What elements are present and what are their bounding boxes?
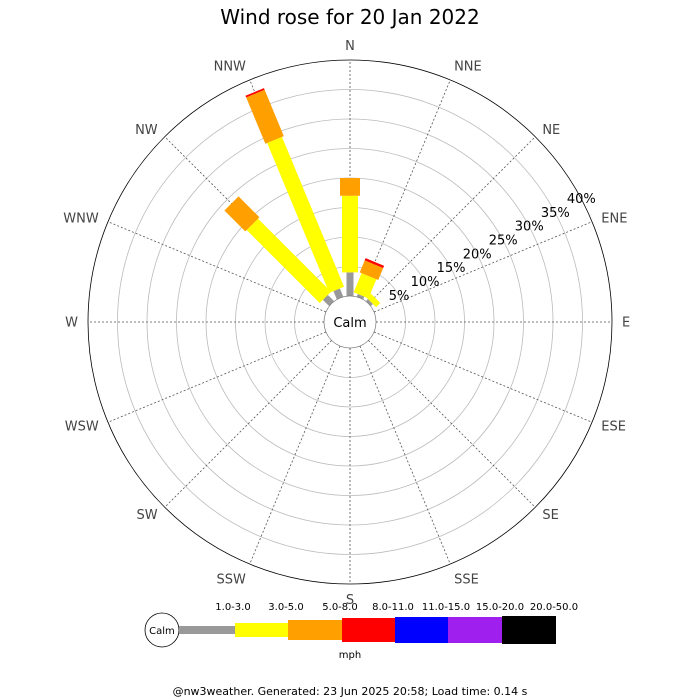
calm-circle (323, 295, 377, 349)
bar-nne-bin3 (364, 258, 385, 269)
ring-label-5: 5% (389, 289, 410, 304)
dir-label-nw: NW (135, 123, 158, 138)
legend-label-5: 15.0-20.0 (476, 602, 524, 613)
calm-label: Calm (333, 316, 366, 331)
dir-label-s: S (346, 593, 354, 608)
spoke-ssw (249, 345, 341, 565)
dir-label-sw: SW (137, 508, 158, 523)
bar-nw-bin1 (246, 218, 332, 304)
bar-nw-bin0 (322, 294, 335, 307)
ring-label-40: 40% (567, 192, 596, 207)
bar-nnw-bin1 (267, 136, 345, 293)
direction-labels: N NNE NE ENE E ESE SE SSE S SSW SW WSW W WNW NW NNW (63, 39, 630, 608)
legend-label-1: 3.0-5.0 (268, 602, 303, 613)
spoke-nne (359, 79, 451, 299)
bar-nw-bin2 (224, 196, 260, 232)
dir-label-sse: SSE (454, 572, 479, 587)
footer-text: @nw3weather. Generated: 23 Jun 2025 20:5… (173, 685, 528, 698)
legend-label-2: 5.0-8.0 (322, 602, 357, 613)
chart-title: Wind rose for 20 Jan 2022 (220, 5, 479, 29)
legend-label-0: 1.0-3.0 (215, 602, 250, 613)
dir-label-wnw: WNW (63, 211, 99, 226)
spoke-wnw (107, 221, 327, 313)
legend-swatch-3 (342, 618, 395, 642)
spoke-ene (373, 221, 593, 313)
spoke-sse (359, 345, 451, 565)
dir-label-ssw: SSW (217, 572, 247, 587)
ring-label-20: 20% (463, 247, 492, 262)
dir-label-se: SE (542, 508, 558, 523)
speed-legend: Calm 1.0-3.0 3.0-5.0 5.0-8.0 8.0-11.0 11.0-15… (144, 602, 578, 648)
bar-ne-bin1 (364, 291, 381, 308)
dir-label-w: W (65, 316, 78, 331)
ring-label-15: 15% (437, 261, 466, 276)
bar-nne-bin0 (356, 293, 365, 300)
grid-ring (176, 148, 524, 496)
legend-swatch-2 (288, 620, 342, 640)
ring-label-25: 25% (489, 234, 518, 249)
bar-nnw-bin3 (245, 88, 265, 98)
legend-calm-label: Calm (149, 626, 175, 637)
dir-label-ene: ENE (601, 211, 627, 226)
bar-nne-bin1 (353, 273, 377, 299)
spoke-se (368, 340, 536, 508)
dir-label-ne: NE (542, 123, 560, 138)
dir-label-ese: ESE (601, 420, 626, 435)
spoke-sw (164, 340, 332, 508)
legend-label-3: 8.0-11.0 (372, 602, 414, 613)
bar-ne-bin0 (365, 299, 373, 307)
legend-swatch-1 (235, 623, 288, 637)
spoke-ese (373, 331, 593, 423)
bar-nne-bin2 (359, 260, 384, 281)
unit-label: mph (339, 650, 361, 661)
bar-nnw-bin2 (246, 89, 284, 144)
dir-label-nne: NNE (454, 60, 482, 75)
dir-label-e: E (622, 316, 630, 331)
dir-label-n: N (345, 39, 355, 54)
legend-label-4: 11.0-15.0 (422, 602, 470, 613)
grid-ring (117, 89, 583, 555)
ring-label-10: 10% (411, 275, 440, 290)
wind-bars (224, 88, 385, 308)
legend-swatch-6 (502, 616, 556, 644)
dir-label-nnw: NNW (214, 60, 246, 75)
legend-label-6: 20.0-50.0 (530, 602, 578, 613)
grid-ring (87, 59, 613, 585)
ring-labels: 5%10%15%20%25%30%35%40% (389, 192, 596, 304)
dir-label-wsw: WSW (65, 420, 99, 435)
ring-label-30: 30% (515, 220, 544, 235)
spoke-ne (368, 136, 536, 304)
legend-swatch-0 (179, 626, 235, 634)
legend-swatch-4 (395, 617, 448, 643)
ring-label-35: 35% (541, 206, 570, 221)
legend-swatch-5 (448, 617, 502, 643)
bar-nnw-bin0 (333, 288, 344, 300)
spoke-wsw (107, 331, 327, 423)
